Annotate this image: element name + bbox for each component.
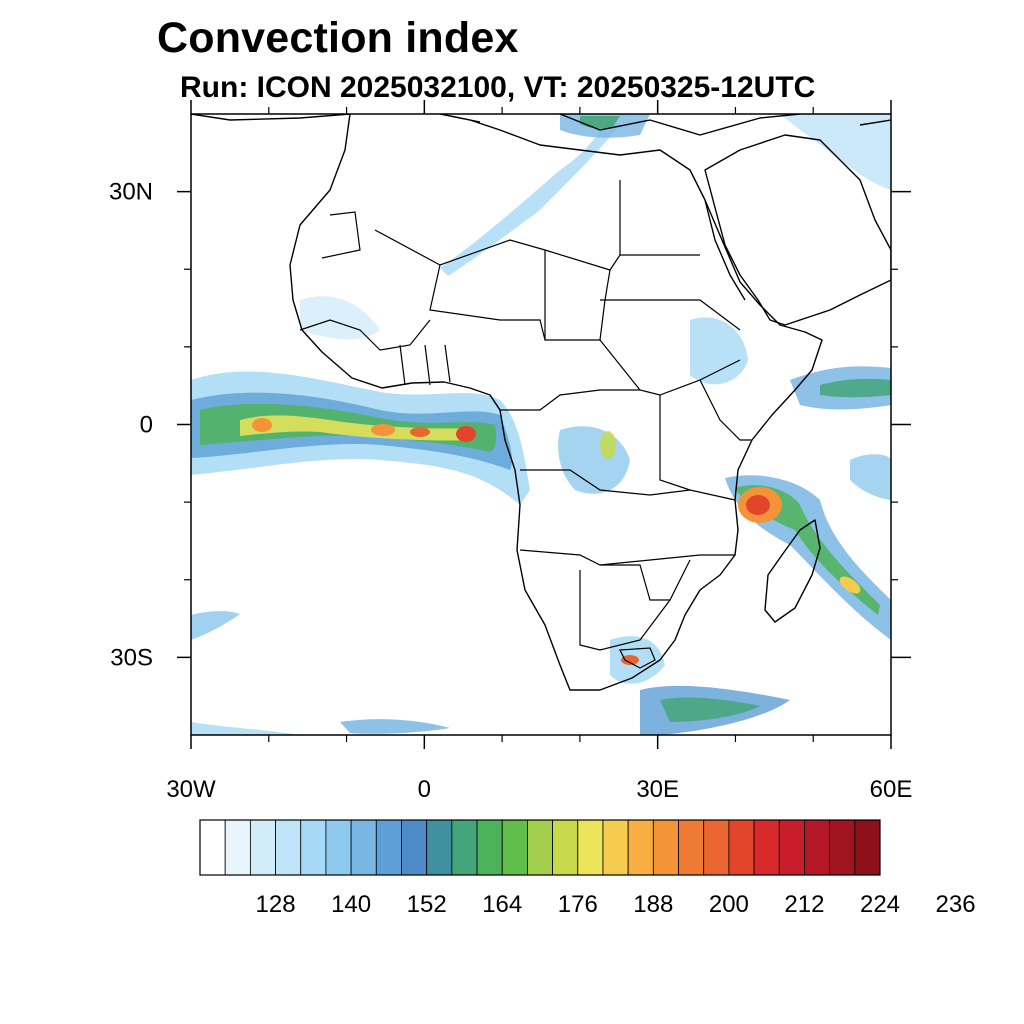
convection-shading <box>191 114 891 735</box>
colorbar-swatch <box>199 819 226 876</box>
colorbar-label: 176 <box>558 891 598 918</box>
x-tick-label: 30E <box>636 776 679 803</box>
africa-coastline <box>289 114 823 691</box>
colorbar-swatch <box>224 819 251 876</box>
colorbar-swatch <box>627 819 654 876</box>
colorbar-label: 164 <box>482 891 522 918</box>
shade-south-africa-core <box>621 655 639 665</box>
colorbar: 128 140 152 164 176 188 200 212 224 236 <box>199 819 976 918</box>
shade-sahara-streak <box>440 118 620 276</box>
colorbar-label: 200 <box>709 891 749 918</box>
coastlines <box>191 114 891 691</box>
colorbar-label: 188 <box>633 891 673 918</box>
shade-madagascar-east-core <box>839 576 861 594</box>
colorbar-swatch <box>451 819 478 876</box>
madagascar <box>764 519 821 623</box>
colorbar-swatch <box>350 819 377 876</box>
colorbar-label: 128 <box>256 891 296 918</box>
shade-atlantic-core-2 <box>371 424 395 436</box>
colorbar-label: 224 <box>860 891 900 918</box>
shade-ethiopia <box>690 317 748 385</box>
chart-title: Convection index <box>157 14 519 62</box>
y-tick-label: 0 <box>140 412 153 439</box>
map-axes: 30W 0 30E 60E 30N 0 30S <box>109 100 912 803</box>
colorbar-swatch <box>300 819 327 876</box>
colorbar-label: 212 <box>784 891 824 918</box>
colorbar-swatch <box>501 819 528 876</box>
country-borders <box>299 180 752 669</box>
chart-subtitle: Run: ICON 2025032100, VT: 20250325-12UTC <box>180 71 816 104</box>
x-tick-label: 0 <box>418 776 431 803</box>
colorbar-label: 140 <box>331 891 371 918</box>
shade-arabian-sea-green <box>820 378 891 398</box>
colorbar-swatch <box>829 819 856 876</box>
shade-mozambique-core-red <box>746 495 770 515</box>
x-tick-label: 60E <box>870 776 913 803</box>
colorbar-swatch <box>678 819 705 876</box>
shade-northeast-corner <box>780 114 891 190</box>
colorbar-swatch <box>804 819 831 876</box>
europe-coast <box>191 114 891 136</box>
y-tick-label: 30N <box>109 179 153 206</box>
colorbar-swatch <box>375 819 402 876</box>
colorbar-swatch <box>703 819 730 876</box>
colorbar-swatch <box>577 819 604 876</box>
shade-sw-streak-1 <box>191 611 240 640</box>
colorbar-swatch <box>401 819 428 876</box>
arabian-peninsula <box>704 134 891 326</box>
map-panel <box>191 114 891 735</box>
colorbar-swatch <box>753 819 780 876</box>
shade-sw-streak-2 <box>191 722 300 735</box>
colorbar-swatch <box>527 819 553 876</box>
colorbar-swatch <box>778 819 805 876</box>
colorbar-swatch <box>275 819 302 876</box>
colorbar-swatch <box>602 819 629 876</box>
colorbar-swatch <box>854 819 881 876</box>
shade-east-ocean <box>850 454 891 500</box>
colorbar-swatch <box>552 819 579 876</box>
shade-sw-streak-3 <box>340 719 450 734</box>
colorbar-frame <box>199 819 881 876</box>
colorbar-swatch <box>426 819 453 876</box>
colorbar-swatch <box>249 819 276 876</box>
shade-nw-africa <box>300 296 380 340</box>
shade-atlantic-core-4 <box>456 426 476 442</box>
shade-atlantic-core-3 <box>410 427 430 437</box>
colorbar-swatch <box>476 819 503 876</box>
y-tick-label: 30S <box>110 644 153 671</box>
colorbar-swatch <box>728 819 755 876</box>
shade-atlantic-core-1 <box>252 418 272 432</box>
colorbar-swatch <box>325 819 352 876</box>
colorbar-label: 236 <box>936 891 976 918</box>
red-sea <box>704 199 746 301</box>
shade-congo-core <box>600 431 616 459</box>
x-tick-label: 30W <box>166 776 216 803</box>
colorbar-swatch <box>652 819 679 876</box>
shade-southern-ocean-green <box>660 697 760 722</box>
colorbar-label: 152 <box>407 891 447 918</box>
